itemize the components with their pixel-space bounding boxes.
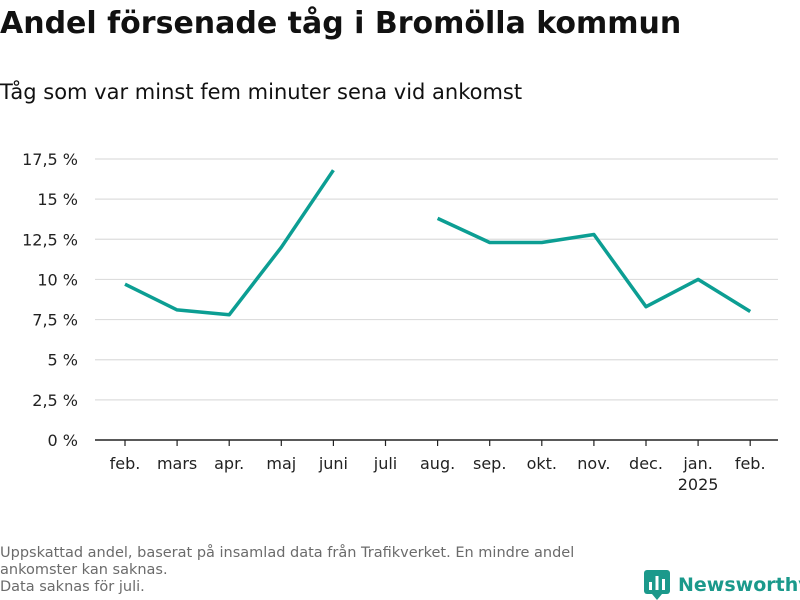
line-chart: 0 % 2,5 % 5 % 7,5 % 10 % 12,5 % 15 % 17,5 % feb.… bbox=[22, 150, 778, 494]
x-tick-label: aug. bbox=[420, 454, 455, 473]
x-tick-sublabel: 2025 bbox=[678, 475, 719, 494]
x-tick-label: juli bbox=[373, 454, 397, 473]
x-tick-label: maj bbox=[266, 454, 296, 473]
chart-subtitle: Tåg som var minst fem minuter sena vid a… bbox=[0, 80, 523, 104]
x-tick-label: dec. bbox=[629, 454, 663, 473]
y-tick-label: 2,5 % bbox=[32, 391, 78, 410]
x-tick-label: mars bbox=[157, 454, 197, 473]
y-tick-label: 17,5 % bbox=[22, 150, 78, 169]
x-tick-label: jan. bbox=[682, 454, 712, 473]
chart-title: Andel försenade tåg i Bromölla kommun bbox=[0, 6, 682, 41]
x-tick-label: sep. bbox=[473, 454, 506, 473]
series-line bbox=[124, 169, 335, 317]
x-tick-label: apr. bbox=[214, 454, 244, 473]
x-tick-label: juni bbox=[318, 454, 348, 473]
y-tick-label: 0 % bbox=[48, 431, 78, 450]
footnote-line: ankomster kan saknas. bbox=[0, 562, 168, 578]
brand-name: Newsworthy bbox=[678, 574, 800, 596]
y-tick-label: 15 % bbox=[37, 190, 78, 209]
footnote-line: Uppskattad andel, baserat på insamlad da… bbox=[0, 545, 575, 561]
x-tick-label: okt. bbox=[527, 454, 557, 473]
series-line bbox=[436, 216, 752, 313]
y-tick-label: 10 % bbox=[37, 270, 78, 289]
y-tick-label: 7,5 % bbox=[32, 311, 78, 330]
footnote: Uppskattad andel, baserat på insamlad da… bbox=[0, 545, 640, 596]
x-tick-label: feb. bbox=[110, 454, 141, 473]
brand-logo: Newsworthy bbox=[644, 570, 800, 600]
newsworthy-logo-icon bbox=[644, 570, 670, 600]
y-tick-label: 12,5 % bbox=[22, 230, 78, 249]
x-tick-label: feb. bbox=[735, 454, 766, 473]
y-tick-label: 5 % bbox=[48, 351, 78, 370]
x-tick-label: nov. bbox=[577, 454, 610, 473]
footnote-line: Data saknas för juli. bbox=[0, 579, 145, 595]
